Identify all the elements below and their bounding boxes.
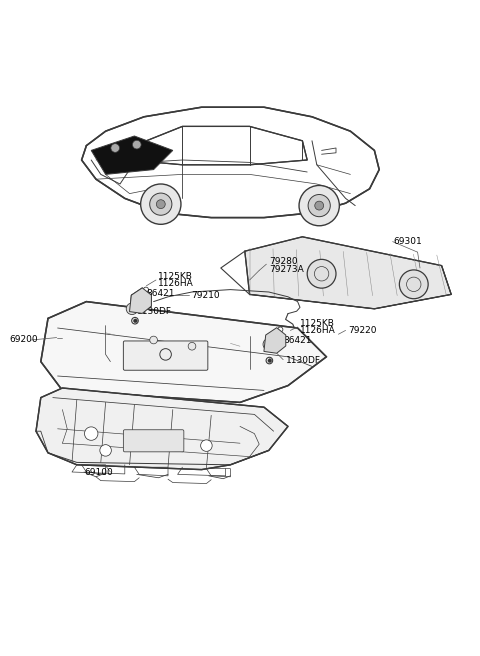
Circle shape bbox=[399, 270, 428, 298]
Circle shape bbox=[133, 319, 137, 323]
Circle shape bbox=[84, 427, 98, 440]
Circle shape bbox=[156, 199, 165, 209]
Circle shape bbox=[272, 337, 280, 344]
Text: 1130DF: 1130DF bbox=[137, 307, 172, 316]
Circle shape bbox=[188, 342, 196, 350]
Circle shape bbox=[150, 193, 172, 215]
Circle shape bbox=[263, 338, 275, 350]
FancyBboxPatch shape bbox=[123, 341, 208, 370]
FancyBboxPatch shape bbox=[123, 430, 184, 452]
Text: 69200: 69200 bbox=[10, 335, 38, 344]
Text: 79273A: 79273A bbox=[269, 265, 303, 274]
Polygon shape bbox=[264, 328, 286, 353]
Text: 69301: 69301 bbox=[394, 237, 422, 246]
Circle shape bbox=[111, 144, 120, 152]
Text: 79220: 79220 bbox=[348, 326, 376, 335]
Polygon shape bbox=[36, 388, 288, 470]
Circle shape bbox=[308, 195, 330, 216]
Text: 1125KB: 1125KB bbox=[300, 319, 335, 328]
Text: 79210: 79210 bbox=[191, 291, 220, 300]
Circle shape bbox=[299, 186, 339, 226]
Polygon shape bbox=[245, 237, 451, 309]
Polygon shape bbox=[91, 136, 173, 174]
Text: 79280: 79280 bbox=[269, 257, 298, 266]
Text: 1130DF: 1130DF bbox=[286, 356, 321, 365]
Polygon shape bbox=[82, 107, 379, 218]
Circle shape bbox=[161, 433, 175, 446]
Circle shape bbox=[132, 318, 138, 324]
Circle shape bbox=[307, 259, 336, 288]
Circle shape bbox=[141, 184, 181, 224]
Circle shape bbox=[315, 201, 324, 210]
Polygon shape bbox=[130, 127, 307, 165]
Circle shape bbox=[100, 445, 111, 456]
Text: 1126HA: 1126HA bbox=[300, 326, 336, 335]
Polygon shape bbox=[130, 288, 151, 314]
Circle shape bbox=[126, 303, 138, 315]
Circle shape bbox=[132, 140, 141, 149]
Circle shape bbox=[201, 440, 212, 451]
Circle shape bbox=[268, 359, 272, 363]
Text: 1126HA: 1126HA bbox=[158, 279, 194, 288]
Circle shape bbox=[137, 297, 145, 304]
Circle shape bbox=[150, 336, 157, 344]
Text: 86421: 86421 bbox=[146, 289, 175, 298]
Text: 1125KB: 1125KB bbox=[158, 272, 193, 281]
Circle shape bbox=[278, 327, 283, 332]
Text: 69100: 69100 bbox=[84, 468, 113, 478]
Circle shape bbox=[144, 287, 148, 293]
Text: 86421: 86421 bbox=[283, 336, 312, 345]
Circle shape bbox=[266, 358, 273, 364]
Polygon shape bbox=[41, 302, 326, 402]
